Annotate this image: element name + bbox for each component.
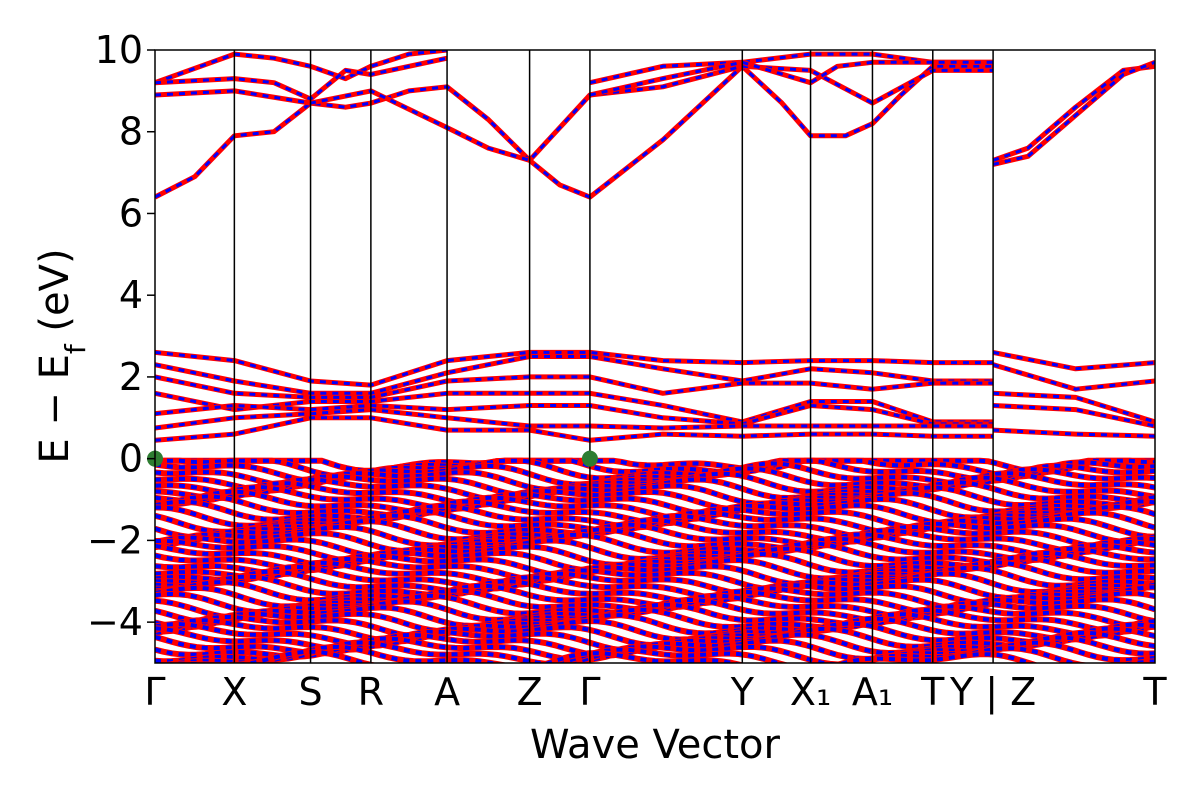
x-tick-label: R bbox=[358, 670, 384, 714]
x-tick-label: T bbox=[920, 670, 945, 714]
x-tick-label: A₁ bbox=[852, 670, 893, 714]
y-tick-label: 4 bbox=[119, 273, 143, 317]
band-line-dashed bbox=[992, 64, 1155, 162]
y-tick-label: 10 bbox=[95, 28, 143, 72]
vbm-marker bbox=[581, 450, 598, 467]
y-tick-label: −2 bbox=[87, 518, 143, 562]
band-line bbox=[992, 63, 1155, 163]
x-tick-label: X₁ bbox=[790, 670, 831, 714]
y-axis-label-main: E − E bbox=[32, 354, 78, 464]
band-line-dashed bbox=[993, 391, 1155, 424]
kpath-lines bbox=[233, 50, 994, 663]
valence-band-line-dashed bbox=[155, 574, 1155, 601]
bands-layer bbox=[155, 50, 1155, 443]
band-line-dashed bbox=[993, 428, 1155, 438]
band-line bbox=[992, 349, 1155, 372]
band-line-dashed bbox=[155, 416, 994, 442]
band-line-dashed bbox=[992, 350, 1155, 371]
valence-band-line-dashed bbox=[155, 564, 1155, 592]
valence-band-line-dashed bbox=[155, 560, 1155, 587]
band-line-dashed bbox=[589, 60, 994, 97]
x-tick-label: Y bbox=[730, 670, 755, 714]
valence-band-line-dashed bbox=[155, 616, 1155, 644]
y-tick-label: 2 bbox=[119, 355, 143, 399]
valence-band-line-dashed bbox=[155, 522, 1155, 550]
valence-band-line-dashed bbox=[166, 644, 1155, 663]
x-tick-label: Y | Z bbox=[949, 670, 1036, 715]
valence-band-line-dashed bbox=[155, 527, 1155, 555]
valence-band-layer bbox=[155, 457, 1155, 663]
band-line-dashed bbox=[992, 60, 1155, 166]
valence-band-line-dashed bbox=[155, 602, 1155, 630]
x-tick-label: A bbox=[434, 670, 460, 714]
valence-band-line bbox=[155, 457, 1155, 476]
plot-frame bbox=[154, 49, 1156, 664]
x-tick-label: Z bbox=[517, 670, 543, 714]
x-tick-label: T bbox=[1142, 670, 1167, 714]
y-axis-label-unit: (eV) bbox=[32, 248, 78, 344]
valence-band-line-dashed bbox=[155, 607, 1155, 634]
x-tick-label: Γ bbox=[579, 670, 600, 714]
y-axis-label: E − Ef (eV) bbox=[32, 248, 92, 463]
band-line-dashed bbox=[589, 52, 994, 85]
x-tick-label: X bbox=[221, 670, 247, 714]
valence-band-line-dashed bbox=[155, 489, 1155, 517]
band-line-dashed bbox=[993, 404, 1155, 428]
y-tick-label: −4 bbox=[87, 600, 143, 644]
x-axis-label: Wave Vector bbox=[530, 722, 781, 768]
valence-band-line-dashed bbox=[155, 569, 1155, 597]
valence-band-line-dashed bbox=[155, 485, 1155, 512]
band-line-dashed bbox=[155, 50, 448, 85]
valence-band-line-dashed bbox=[173, 649, 1147, 663]
valence-band-line-dashed bbox=[155, 612, 1155, 639]
band-line-dashed bbox=[155, 64, 994, 199]
x-tick-label: S bbox=[298, 670, 322, 714]
y-axis-ticks: −4 −2 0 2 4 6 8 10 bbox=[87, 28, 155, 644]
y-tick-label: 0 bbox=[119, 437, 143, 481]
band-line-dashed bbox=[992, 363, 1155, 391]
band-line-dashed bbox=[155, 64, 994, 163]
valence-band-line-dashed bbox=[155, 480, 1155, 507]
band-line-dashed bbox=[155, 56, 448, 101]
valence-band-line-dashed bbox=[155, 532, 1155, 559]
x-tick-label: Γ bbox=[144, 670, 165, 714]
y-tick-label: 6 bbox=[119, 191, 143, 235]
y-tick-label: 8 bbox=[119, 110, 143, 154]
band-line bbox=[992, 59, 1155, 167]
y-axis-label-sub: f bbox=[59, 343, 92, 354]
